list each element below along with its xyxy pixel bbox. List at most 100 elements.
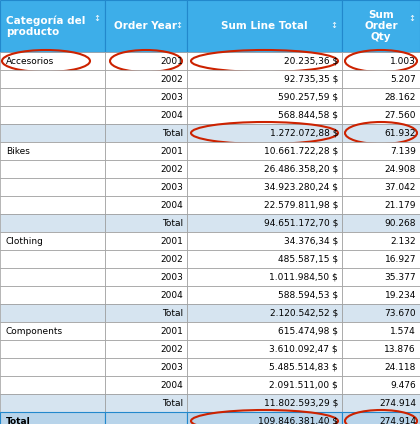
Text: 5.485.514,83 $: 5.485.514,83 $: [269, 363, 338, 371]
Text: Accesorios: Accesorios: [6, 56, 54, 65]
Text: 2001: 2001: [160, 237, 183, 245]
Bar: [187, 232, 342, 250]
Text: Sum
Order
Qty: Sum Order Qty: [364, 10, 398, 42]
Text: 274.914: 274.914: [379, 399, 416, 407]
Text: 2001: 2001: [160, 147, 183, 156]
Text: 1.003: 1.003: [390, 56, 416, 65]
Text: Total: Total: [6, 416, 31, 424]
Text: 2.091.511,00 $: 2.091.511,00 $: [269, 380, 338, 390]
Bar: [187, 412, 342, 424]
Text: 10.661.722,28 $: 10.661.722,28 $: [264, 147, 338, 156]
Bar: [342, 178, 420, 196]
Bar: [342, 394, 420, 412]
Text: 27.560: 27.560: [384, 111, 416, 120]
Bar: [187, 88, 342, 106]
Bar: [187, 160, 342, 178]
Bar: [342, 412, 420, 424]
Bar: [0, 0, 105, 52]
Text: 1.272.072,88 $: 1.272.072,88 $: [270, 128, 338, 137]
Bar: [105, 88, 187, 106]
Text: 34.923.280,24 $: 34.923.280,24 $: [264, 182, 338, 192]
Bar: [0, 268, 105, 286]
Bar: [105, 142, 187, 160]
Bar: [105, 412, 187, 424]
Bar: [0, 160, 105, 178]
Text: Order Year: Order Year: [115, 21, 178, 31]
Text: 11.802.593,29 $: 11.802.593,29 $: [264, 399, 338, 407]
Bar: [105, 322, 187, 340]
Text: 24.908: 24.908: [385, 165, 416, 173]
Bar: [105, 0, 187, 52]
Text: 588.594,53 $: 588.594,53 $: [278, 290, 338, 299]
Bar: [342, 358, 420, 376]
Text: 13.876: 13.876: [384, 344, 416, 354]
Text: 2001: 2001: [160, 56, 183, 65]
Text: 22.579.811,98 $: 22.579.811,98 $: [264, 201, 338, 209]
Bar: [105, 376, 187, 394]
Text: Total: Total: [162, 399, 183, 407]
Bar: [342, 160, 420, 178]
Text: ↕: ↕: [176, 22, 183, 31]
Bar: [342, 214, 420, 232]
Bar: [0, 52, 105, 70]
Text: 615.474,98 $: 615.474,98 $: [278, 326, 338, 335]
Bar: [342, 304, 420, 322]
Text: ↕: ↕: [331, 22, 338, 31]
Text: 28.162: 28.162: [385, 92, 416, 101]
Bar: [187, 178, 342, 196]
Bar: [0, 196, 105, 214]
Text: 21.179: 21.179: [384, 201, 416, 209]
Text: 274.914: 274.914: [379, 416, 416, 424]
Text: 568.844,58 $: 568.844,58 $: [278, 111, 338, 120]
Bar: [342, 52, 420, 70]
Text: 1.574: 1.574: [390, 326, 416, 335]
Text: 24.118: 24.118: [385, 363, 416, 371]
Bar: [187, 286, 342, 304]
Bar: [0, 250, 105, 268]
Bar: [187, 340, 342, 358]
Bar: [342, 376, 420, 394]
Text: 92.735,35 $: 92.735,35 $: [284, 75, 338, 84]
Bar: [342, 0, 420, 52]
Bar: [187, 142, 342, 160]
Text: 2003: 2003: [160, 92, 183, 101]
Text: 2004: 2004: [160, 290, 183, 299]
Bar: [105, 340, 187, 358]
Text: 2004: 2004: [160, 111, 183, 120]
Bar: [187, 358, 342, 376]
Text: 37.042: 37.042: [385, 182, 416, 192]
Text: 9.476: 9.476: [390, 380, 416, 390]
Text: 109.846.381,40 $: 109.846.381,40 $: [258, 416, 338, 424]
Text: Clothing: Clothing: [6, 237, 44, 245]
Bar: [0, 70, 105, 88]
Text: Sum Line Total: Sum Line Total: [221, 21, 308, 31]
Bar: [105, 196, 187, 214]
Bar: [0, 376, 105, 394]
Bar: [342, 70, 420, 88]
Bar: [342, 268, 420, 286]
Bar: [0, 214, 105, 232]
Bar: [187, 106, 342, 124]
Bar: [105, 214, 187, 232]
Text: 2002: 2002: [160, 344, 183, 354]
Text: Components: Components: [6, 326, 63, 335]
Bar: [105, 268, 187, 286]
Bar: [187, 304, 342, 322]
Text: 2003: 2003: [160, 182, 183, 192]
Bar: [187, 250, 342, 268]
Text: 7.139: 7.139: [390, 147, 416, 156]
Bar: [105, 358, 187, 376]
Text: 16.927: 16.927: [384, 254, 416, 263]
Bar: [342, 286, 420, 304]
Bar: [342, 340, 420, 358]
Text: 35.377: 35.377: [384, 273, 416, 282]
Text: 590.257,59 $: 590.257,59 $: [278, 92, 338, 101]
Bar: [342, 106, 420, 124]
Bar: [0, 232, 105, 250]
Text: ↕: ↕: [409, 14, 415, 23]
Text: 2.120.542,52 $: 2.120.542,52 $: [270, 309, 338, 318]
Bar: [105, 106, 187, 124]
Bar: [187, 52, 342, 70]
Bar: [342, 322, 420, 340]
Text: 1.011.984,50 $: 1.011.984,50 $: [269, 273, 338, 282]
